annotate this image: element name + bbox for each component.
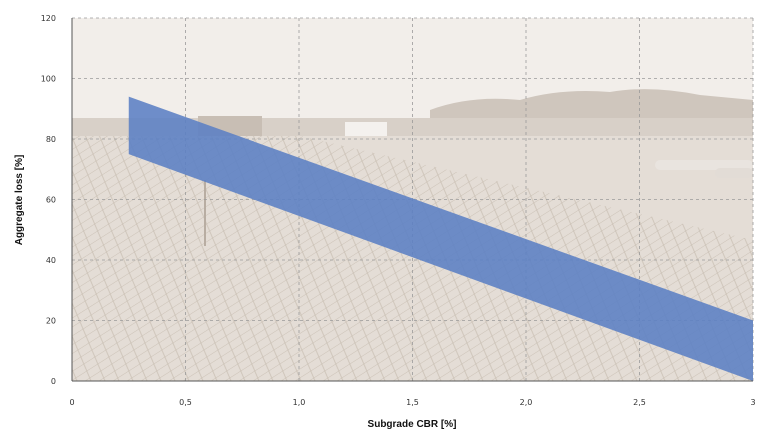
band-layer [128, 96, 753, 382]
x-tick-labels: 0 0,5 1,0 1,5 2,0 2,5 3 [69, 398, 755, 407]
y-tick-label: 40 [46, 256, 56, 265]
y-tick-label: 100 [41, 75, 56, 84]
x-tick-label: 2,5 [633, 398, 646, 407]
aggregate-loss-band [128, 96, 753, 382]
y-axis-label: Aggregate loss [%] [14, 155, 25, 246]
axes [71, 18, 753, 382]
x-tick-label: 1,5 [406, 398, 419, 407]
x-tick-label: 1,0 [293, 398, 306, 407]
x-tick-label: 0 [69, 398, 74, 407]
y-tick-label: 80 [46, 135, 56, 144]
y-tick-label: 0 [51, 377, 56, 386]
y-tick-label: 120 [41, 14, 56, 23]
x-tick-label: 3 [750, 398, 755, 407]
y-tick-label: 60 [46, 196, 56, 205]
x-tick-label: 0,5 [179, 398, 192, 407]
y-tick-label: 20 [46, 317, 56, 326]
x-tick-label: 2,0 [520, 398, 533, 407]
x-axis-label: Subgrade CBR [%] [368, 419, 457, 430]
y-tick-labels: 0 20 40 60 80 100 120 [41, 14, 56, 386]
